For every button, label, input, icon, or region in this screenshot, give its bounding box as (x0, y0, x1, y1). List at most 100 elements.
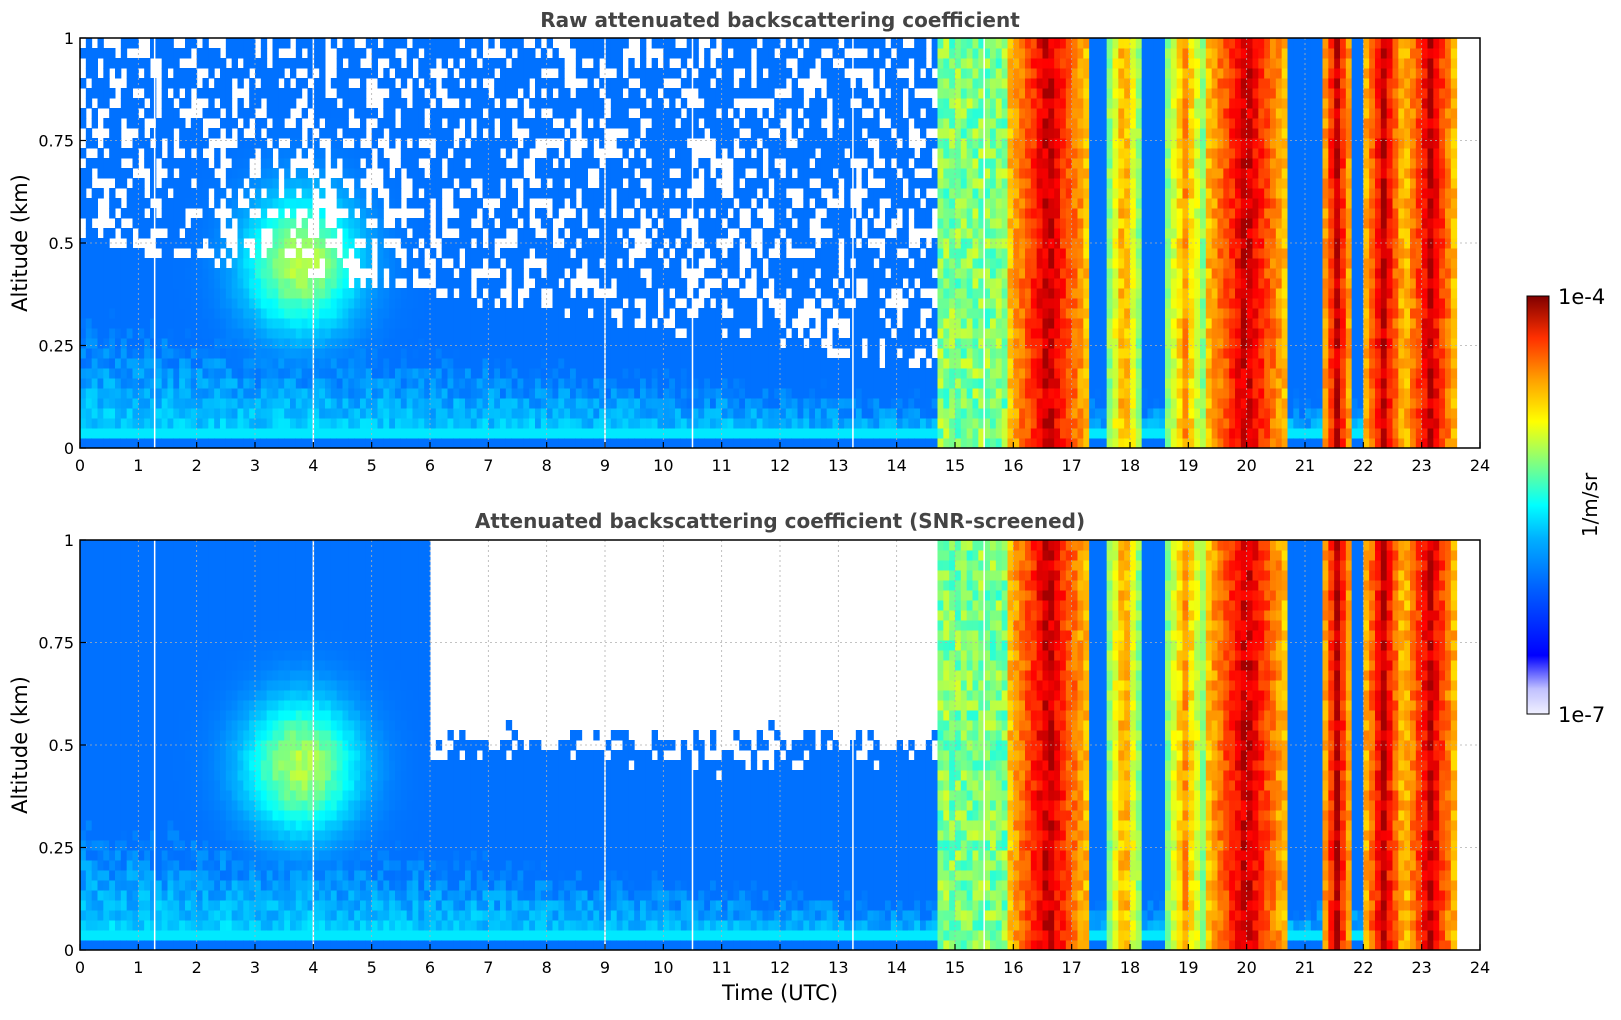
heatmap-cell (745, 438, 752, 449)
heatmap-cell (465, 58, 472, 69)
heatmap-cell (931, 258, 938, 269)
heatmap-cell (266, 378, 273, 389)
heatmap-cell (208, 258, 215, 269)
heatmap-cell (301, 298, 308, 309)
heatmap-cell (809, 138, 816, 149)
heatmap-cell (756, 118, 763, 129)
heatmap-cell (249, 318, 256, 329)
heatmap-cell (669, 158, 676, 169)
heatmap-cell (546, 78, 553, 89)
heatmap-cell (768, 338, 775, 349)
heatmap-cell (605, 228, 612, 239)
heatmap-cell (365, 248, 373, 259)
heatmap-cell (243, 208, 250, 219)
heatmap-cell (348, 438, 355, 449)
heatmap-cell (155, 148, 163, 159)
heatmap-cell (109, 288, 116, 299)
heatmap-cell (120, 408, 128, 419)
heatmap-cell (610, 178, 618, 189)
heatmap-cell (675, 268, 682, 279)
heatmap-cell (231, 278, 238, 289)
heatmap-cell (890, 108, 898, 119)
heatmap-cell (173, 218, 180, 229)
heatmap-cell (640, 138, 647, 149)
heatmap-cell (418, 58, 425, 69)
heatmap-cell (791, 118, 798, 129)
heatmap-cell (85, 178, 93, 189)
heatmap-cell (809, 398, 816, 409)
heatmap-cell (844, 268, 851, 279)
heatmap-cell (535, 68, 542, 79)
heatmap-cell (470, 208, 478, 219)
heatmap-cell (710, 188, 717, 199)
heatmap-cell (628, 198, 635, 209)
heatmap-cell (237, 168, 244, 179)
heatmap-cell (733, 368, 740, 379)
heatmap-cell (704, 308, 711, 319)
heatmap-cell (272, 288, 279, 299)
heatmap-cell (966, 438, 973, 449)
heatmap-cell (663, 168, 670, 179)
heatmap-cell (103, 88, 110, 99)
heatmap-cell (955, 338, 962, 349)
heatmap-cell (558, 358, 565, 369)
heatmap-cell (109, 148, 116, 159)
heatmap-cell (103, 268, 110, 279)
heatmap-cell (657, 68, 664, 79)
heatmap-cell (820, 98, 828, 109)
heatmap-cell (418, 108, 425, 119)
heatmap-cell (535, 368, 542, 379)
heatmap-cell (132, 148, 139, 159)
heatmap-cell (791, 298, 798, 309)
heatmap-cell (412, 138, 419, 149)
heatmap-cell (774, 378, 781, 389)
heatmap-cell (330, 148, 338, 159)
heatmap-cell (791, 108, 798, 119)
heatmap-cell (750, 388, 758, 399)
heatmap-cell (535, 268, 542, 279)
heatmap-cell (208, 98, 215, 109)
heatmap-cell (622, 278, 629, 289)
heatmap-cell (523, 78, 530, 89)
heatmap-cell (441, 148, 448, 159)
heatmap-cell (552, 98, 559, 109)
heatmap-cell (511, 338, 518, 349)
heatmap-cell (459, 228, 466, 239)
heatmap-cell (803, 408, 810, 419)
heatmap-cell (873, 58, 880, 69)
heatmap-cell (424, 38, 431, 49)
heatmap-cell (482, 358, 489, 369)
heatmap-cell (838, 418, 845, 429)
heatmap-cell (348, 218, 355, 229)
heatmap-cell (91, 248, 98, 259)
heatmap-cell (972, 328, 979, 339)
heatmap-cell (278, 108, 285, 119)
heatmap-cell (342, 398, 349, 409)
heatmap-cell (313, 48, 320, 59)
heatmap-cell (587, 198, 594, 209)
heatmap-cell (890, 238, 898, 249)
heatmap-cell (943, 208, 950, 219)
heatmap-cell (383, 388, 390, 399)
heatmap-cell (307, 88, 314, 99)
heatmap-cell (225, 318, 233, 329)
heatmap-cell (675, 88, 682, 99)
heatmap-cell (861, 238, 868, 249)
heatmap-cell (949, 278, 956, 289)
heatmap-cell (342, 298, 349, 309)
heatmap-cell (605, 268, 612, 279)
heatmap-cell (675, 258, 682, 269)
heatmap-cell (931, 308, 938, 319)
heatmap-cell (634, 378, 641, 389)
heatmap-cell (692, 108, 699, 119)
heatmap-cell (278, 58, 285, 69)
heatmap-cell (488, 348, 495, 359)
heatmap-cell (651, 388, 658, 399)
heatmap-cell (692, 368, 699, 379)
heatmap-cell (540, 248, 548, 259)
heatmap-cell (85, 278, 93, 289)
heatmap-cell (266, 188, 273, 199)
heatmap-cell (599, 248, 606, 259)
heatmap-cell (686, 318, 693, 329)
heatmap-cell (465, 338, 472, 349)
